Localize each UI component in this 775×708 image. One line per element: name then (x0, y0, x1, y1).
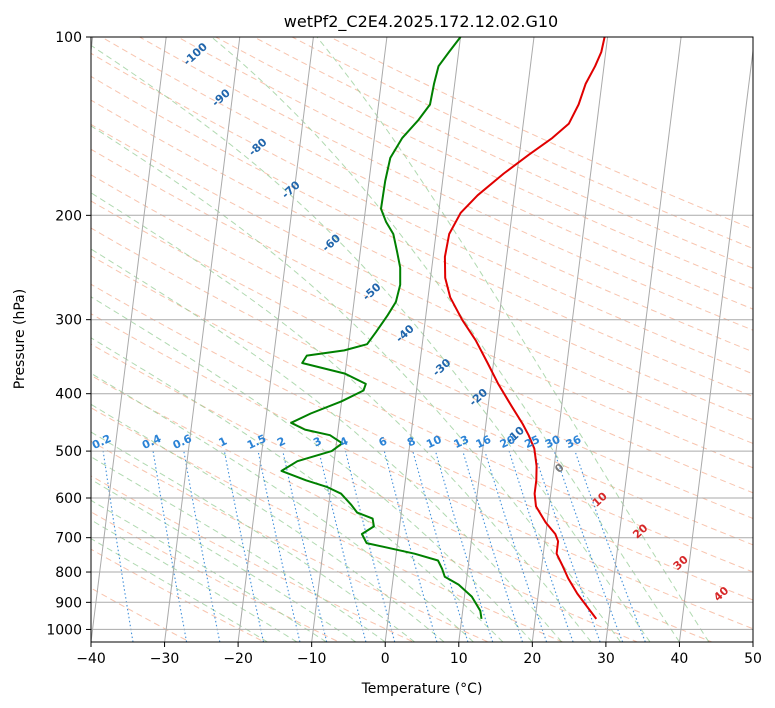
mixing-ratio-line (152, 451, 188, 642)
moist-adiabat-line (91, 248, 563, 642)
mixing-ratio-line (102, 451, 134, 642)
dry-adiabat-line (91, 313, 753, 630)
moist-adiabat-line (91, 478, 357, 642)
plot-frame (90, 36, 754, 643)
mixing-ratio-label: 10 (424, 433, 444, 451)
dry-adiabat-line (252, 37, 753, 269)
dry-adiabat-line (91, 99, 753, 421)
dry-adiabat-line (91, 52, 753, 375)
x-tick-label: −40 (76, 651, 106, 667)
mixing-ratio-lines (102, 450, 646, 642)
mixing-ratio-label: 13 (452, 433, 471, 451)
moist-adiabat-line (211, 37, 680, 642)
x-tick-label: 30 (597, 651, 615, 667)
isotherm-line (311, 37, 388, 642)
dry-adiabat-line (91, 75, 753, 398)
temperature-profile-line (443, 37, 606, 620)
dry-adiabat-line (91, 475, 415, 642)
chart-title: wetPf2_C2E4.2025.172.12.02.G10 (284, 12, 558, 32)
mixing-ratio-line (282, 450, 328, 642)
moist-adiabats (91, 37, 710, 642)
isotherm-line (531, 37, 609, 642)
y-tick-label: 600 (55, 491, 82, 507)
x-tick-label: 50 (744, 651, 762, 667)
isotherm-line (458, 37, 535, 642)
x-tick-label: 40 (671, 651, 689, 667)
moist-adiabat-line (91, 372, 474, 642)
y-tick-label: 300 (55, 313, 82, 329)
mixing-ratio-line (412, 450, 469, 642)
y-axis-ticks: 100 200 300 400 500 600 700 800 900 1000 (46, 30, 91, 638)
isotherm-line (605, 37, 682, 642)
y-tick-label: 200 (55, 208, 82, 224)
dry-adiabat-line (91, 440, 490, 642)
mixing-ratio-line (318, 450, 367, 642)
mixing-ratio-label: 16 (474, 433, 494, 451)
isotherm-line (164, 37, 241, 642)
x-tick-label: −10 (297, 651, 327, 667)
y-tick-label: 900 (55, 595, 82, 611)
pressure-gridlines (91, 37, 753, 630)
mixing-ratio-line (553, 450, 624, 642)
mixing-ratio-line (462, 450, 524, 642)
dry-adiabat-line (91, 148, 753, 469)
mixing-ratio-line (223, 450, 265, 642)
moist-adiabat-line (91, 538, 268, 642)
dry-adiabat-line (91, 343, 714, 642)
isotherm-line (237, 37, 314, 642)
x-tick-label: 20 (523, 651, 541, 667)
y-axis-label: Pressure (hPa) (12, 289, 28, 389)
isotherms (91, 37, 753, 642)
y-tick-label: 500 (55, 444, 82, 460)
x-tick-label: −30 (150, 651, 180, 667)
moist-adiabat-line (91, 296, 533, 642)
x-tick-label: 0 (381, 651, 390, 667)
dry-adiabat-line (91, 174, 753, 494)
dry-adiabat-line (91, 511, 341, 642)
mixing-ratio-line (533, 450, 601, 642)
y-tick-label: 700 (55, 531, 82, 547)
sounding-series (280, 37, 606, 620)
mixing-ratio-label: 20 (498, 433, 518, 451)
plot-area: 0.10.20.40.611.52346810131620253036-100-… (91, 37, 753, 642)
isotherm-line (384, 37, 461, 642)
mixing-ratio-line (183, 450, 221, 642)
x-tick-label: −20 (223, 651, 253, 667)
mixing-ratio-label: 25 (523, 433, 542, 451)
isotherm-line (91, 37, 167, 642)
moist-adiabat-line (91, 431, 415, 642)
dry-adiabat-line (91, 123, 753, 444)
moist-adiabat-line (91, 519, 298, 642)
mixing-ratio-line (484, 450, 548, 642)
isotherm-line (678, 46, 753, 642)
moist-adiabat-line (91, 456, 386, 642)
mixing-ratio-label: 36 (564, 433, 584, 451)
mixing-ratio-line (508, 450, 574, 642)
dry-adiabat-line (100, 37, 753, 353)
mixing-ratio-label: 30 (543, 433, 563, 451)
dry-adiabats (91, 37, 753, 642)
mixing-ratio-line (383, 450, 438, 642)
y-tick-label: 100 (55, 30, 82, 46)
moist-adiabat-line (316, 37, 710, 642)
dry-adiabat-line (91, 283, 753, 601)
dry-adiabat-line (214, 37, 753, 290)
dry-adiabat-line (290, 37, 753, 250)
mixing-ratio-line (434, 450, 494, 642)
x-tick-label: 10 (450, 651, 468, 667)
moist-adiabat-line (91, 44, 651, 642)
moist-adiabat-line (91, 125, 621, 642)
y-tick-label: 1000 (46, 622, 82, 638)
mixing-ratio-line (344, 450, 396, 642)
dewpoint-profile-line (280, 37, 483, 620)
x-axis-label: Temperature (°C) (361, 681, 483, 697)
x-axis-ticks: −40 −30 −20 −10 0 10 20 30 40 50 (76, 642, 762, 667)
mixing-ratio-line (257, 450, 301, 642)
moist-adiabat-line (91, 337, 504, 642)
y-tick-label: 800 (55, 565, 82, 581)
y-tick-label: 400 (55, 387, 82, 403)
moist-adiabat-line (91, 192, 592, 642)
